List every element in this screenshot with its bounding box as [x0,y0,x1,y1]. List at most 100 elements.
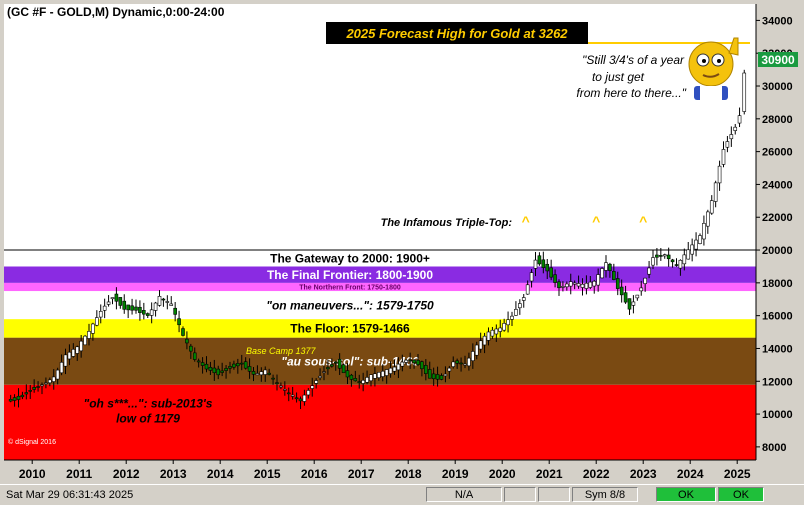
candle-body [95,317,99,326]
candle-body [604,262,608,271]
triple-top-marker-3: ^ [639,213,647,229]
candle-body [572,282,577,285]
status-cell-empty-1 [504,487,536,502]
candle-body [541,259,546,268]
zone-label-floor: The Floor: 1579-1466 [290,322,410,336]
candle-body [161,298,166,301]
candle-body [377,372,381,379]
candle-body [518,303,522,309]
candle-body [24,392,29,395]
candle-body [670,259,675,263]
x-tick-label: 2011 [66,467,92,481]
candle-body [98,311,103,318]
candle-body [373,373,377,379]
candle-body [212,367,217,374]
candle-body [302,394,307,402]
candle-body [521,297,526,301]
candle-body [337,358,342,369]
candle-body [510,315,514,320]
candle-body [557,281,561,289]
candle-body [263,369,268,375]
y-tick-label: 26000 [762,147,793,159]
candle-body [380,370,385,377]
candle-body [157,296,162,306]
candle-body [369,374,373,382]
candle-body [549,267,553,278]
x-tick-label: 2017 [348,467,375,481]
candle-body [118,297,123,306]
candle-body [361,379,365,384]
candle-body [467,357,471,367]
candle-body [71,349,76,357]
current-price-tag [758,52,798,67]
candle-body [220,370,224,373]
candle-body [451,361,456,367]
candle-body [412,359,416,364]
candle-body [482,335,487,346]
x-tick-label: 2013 [160,467,187,481]
candle-body [471,351,475,361]
status-cell-empty-2 [538,487,570,502]
x-tick-label: 2010 [19,467,46,481]
candle-body [87,331,91,339]
base-camp-annotation: Base Camp 1377 [246,346,317,356]
y-tick-label: 20000 [762,245,793,257]
speech-line-1: "Still 3/4's of a year [582,53,685,67]
candle-body [502,323,506,331]
candle-body [408,359,412,362]
candle-body [142,310,146,315]
candle-body [545,263,550,272]
candle-body [216,368,221,376]
candle-body [110,297,115,300]
status-bar: Sat Mar 29 06:31:43 2025 N/A Sym 8/8 OK … [0,484,804,505]
candle-body [130,305,134,311]
candle-body [333,361,338,364]
zone-floor [4,319,756,338]
copyright-label: © dSignal 2016 [8,438,56,446]
candle-body [290,394,295,397]
candle-body [114,293,119,302]
candle-body [192,352,197,360]
candle-body [48,379,52,384]
candle-body [655,254,659,258]
candle-body [612,271,616,280]
candle-body [592,280,597,287]
candle-body [561,286,565,288]
candle-body [79,340,83,352]
candle-body [247,366,252,372]
candle-body [239,362,244,365]
candle-body [643,277,647,284]
x-tick-label: 2025 [724,467,751,481]
candle-body [279,385,283,388]
candle-body [145,313,150,316]
candle-body [443,373,448,377]
x-tick-label: 2018 [395,467,422,481]
candle-body [294,397,299,400]
candle-body [463,363,467,366]
y-tick-label: 28000 [762,114,793,126]
candle-body [568,281,573,287]
candle-body [322,371,326,373]
candle-body [733,126,738,131]
candle-body [717,165,722,184]
candle-body [455,360,459,364]
candle-body [55,369,60,380]
x-tick-label: 2020 [489,467,516,481]
triple-top-label: The Infamous Triple-Top: [381,217,513,229]
candle-body [439,375,444,380]
status-sym: Sym 8/8 [572,487,638,502]
candle-body [674,264,679,266]
candle-body [326,367,330,370]
candle-body [16,395,21,400]
x-tick-label: 2012 [113,467,140,481]
x-tick-label: 2014 [207,467,234,481]
candle-body [271,377,275,380]
candle-body [181,328,185,336]
candle-body [298,398,303,402]
candle-body [639,287,644,292]
candle-body [725,141,730,148]
candle-body [666,254,671,260]
candle-body [384,369,389,376]
zone-label-basement: low of 1179 [116,412,180,426]
candle-body [255,373,260,376]
